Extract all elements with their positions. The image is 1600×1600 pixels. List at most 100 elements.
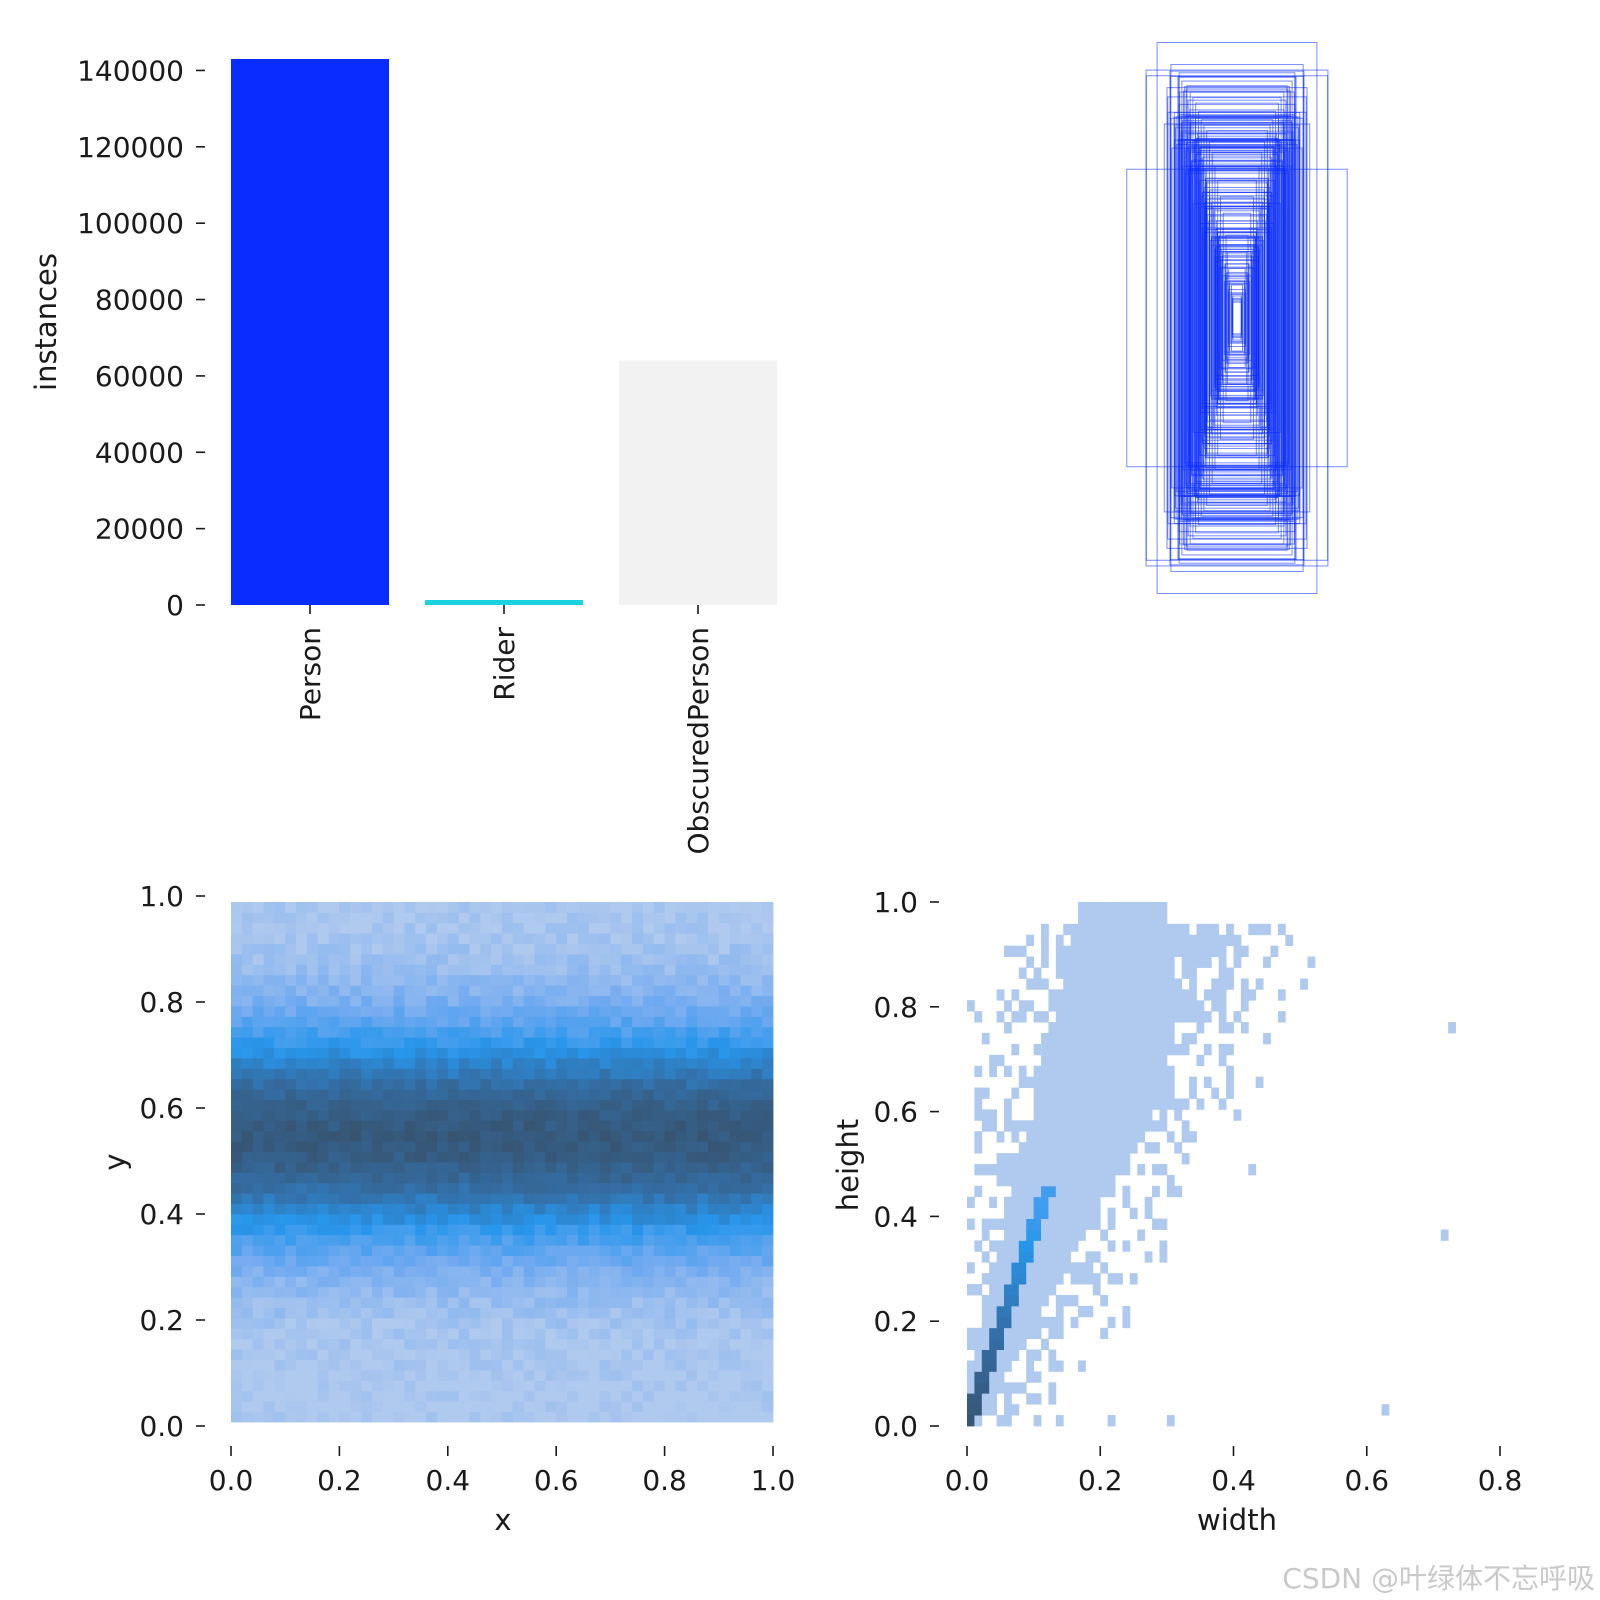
- heatmap-cell: [653, 1401, 665, 1412]
- heatmap-cell: [502, 1193, 514, 1204]
- heatmap-cell: [415, 1380, 427, 1392]
- heatmap-cell: [1159, 1251, 1168, 1263]
- heatmap-cell: [697, 1120, 709, 1132]
- heatmap-cell: [339, 1078, 351, 1090]
- heatmap-cell: [1085, 1251, 1094, 1263]
- heatmap-cell: [415, 1224, 427, 1236]
- heatmap-cell: [1011, 1404, 1020, 1416]
- heatmap-cell: [1026, 956, 1035, 968]
- heatmap-cell: [469, 1182, 481, 1194]
- heatmap-cell: [426, 1151, 438, 1163]
- heatmap-cell: [306, 1172, 319, 1184]
- heatmap-cell: [382, 1380, 394, 1392]
- heatmap-cell: [1041, 1011, 1049, 1023]
- heatmap-cell: [274, 1110, 286, 1121]
- heatmap-cell: [1078, 989, 1086, 1001]
- heatmap-cell: [664, 1026, 676, 1038]
- heatmap-cell: [556, 1328, 568, 1340]
- heatmap-cell: [974, 1415, 983, 1427]
- heatmap-cell: [751, 1276, 763, 1288]
- heatmap-cell: [567, 1141, 579, 1152]
- heatmap-cell: [426, 1401, 438, 1412]
- heatmap-cell: [686, 1338, 698, 1350]
- heatmap-cell: [274, 1328, 286, 1340]
- heatmap-cell: [252, 1214, 264, 1225]
- heatmap-cell: [751, 1078, 763, 1090]
- heatmap-cell: [545, 1255, 557, 1267]
- heatmap-cell: [1048, 1087, 1057, 1099]
- heatmap-cell: [458, 1401, 470, 1412]
- heatmap-cell: [263, 1411, 275, 1423]
- heatmap-cell: [523, 1058, 535, 1069]
- heatmap-cell: [447, 1172, 460, 1184]
- heatmap-cell: [762, 1193, 774, 1204]
- heatmap-cell: [512, 1089, 525, 1100]
- heatmap-cell: [263, 1245, 275, 1256]
- heatmap-cell: [1107, 1174, 1116, 1187]
- heatmap-cell: [252, 1006, 264, 1017]
- heatmap-cell: [285, 1203, 297, 1215]
- heatmap-cell: [1004, 1109, 1012, 1121]
- heatmap-cell: [285, 1245, 297, 1256]
- heatmap-cell: [339, 1089, 351, 1100]
- heatmap-cell: [729, 1089, 741, 1100]
- heatmap-cell: [762, 1328, 774, 1340]
- heatmap-cell: [512, 922, 525, 934]
- heatmap-cell: [1092, 1131, 1101, 1143]
- heatmap-cell: [675, 1203, 687, 1215]
- heatmap-cell: [621, 1359, 633, 1371]
- heatmap-cell: [328, 1110, 340, 1121]
- heatmap-cell: [469, 1203, 481, 1215]
- heatmap-cell: [697, 902, 709, 913]
- heatmap-cell: [751, 1266, 763, 1277]
- heatmap-cell: [751, 1307, 763, 1319]
- heatmap-cell: [718, 995, 731, 1007]
- heatmap-cell: [1263, 956, 1271, 968]
- heatmap-cell: [231, 1182, 243, 1194]
- heatmap-cell: [718, 1328, 731, 1340]
- heatmap-cell: [458, 1068, 470, 1080]
- heatmap-cell: [1092, 1142, 1101, 1154]
- heatmap-cell: [762, 1224, 774, 1236]
- heatmap-cell: [241, 1286, 254, 1298]
- heatmap-cell: [1196, 1098, 1205, 1110]
- heatmap-cell: [502, 1349, 514, 1360]
- heatmap-cell: [642, 912, 655, 924]
- heatmap-cell: [523, 1016, 535, 1028]
- heatmap-cell: [241, 1006, 254, 1017]
- heatmap-cell: [577, 1099, 590, 1111]
- heatmap-cell: [371, 1255, 384, 1267]
- heatmap-cell: [393, 1016, 405, 1028]
- heatmap-cell: [1048, 1131, 1057, 1143]
- heatmap-cell: [1196, 1011, 1205, 1023]
- heatmap-cell: [697, 943, 709, 955]
- heatmap-cell: [339, 1411, 351, 1423]
- heatmap-cell: [469, 1224, 481, 1236]
- heatmap-cell: [404, 1370, 416, 1381]
- heatmap-cell: [1100, 1131, 1109, 1143]
- x-tick-label: 0.0: [209, 1464, 254, 1497]
- heatmap-cell: [1033, 1316, 1042, 1329]
- heatmap-cell: [718, 1089, 731, 1100]
- heatmap-cell: [1048, 1251, 1057, 1263]
- y-tick-label: 0: [166, 589, 184, 622]
- heatmap-cell: [426, 1058, 438, 1069]
- heatmap-cell: [729, 1224, 741, 1236]
- heatmap-cell: [697, 1089, 709, 1100]
- heatmap-cell: [610, 1130, 622, 1142]
- heatmap-cell: [1055, 1109, 1064, 1121]
- heatmap-cell: [480, 1141, 492, 1152]
- heatmap-cell: [1107, 1142, 1116, 1154]
- heatmap-cell: [512, 954, 525, 965]
- heatmap-cell: [556, 912, 568, 924]
- heatmap-cell: [534, 922, 546, 934]
- heatmap-cell: [296, 1006, 308, 1017]
- heatmap-cell: [577, 933, 590, 944]
- heatmap-cell: [404, 974, 416, 986]
- heatmap-cell: [339, 1068, 351, 1080]
- label-box: [1222, 212, 1252, 424]
- heatmap-cell: [458, 1359, 470, 1371]
- heatmap-cell: [1129, 945, 1138, 957]
- heatmap-cell: [523, 1276, 535, 1288]
- heatmap-cell: [1026, 1153, 1035, 1165]
